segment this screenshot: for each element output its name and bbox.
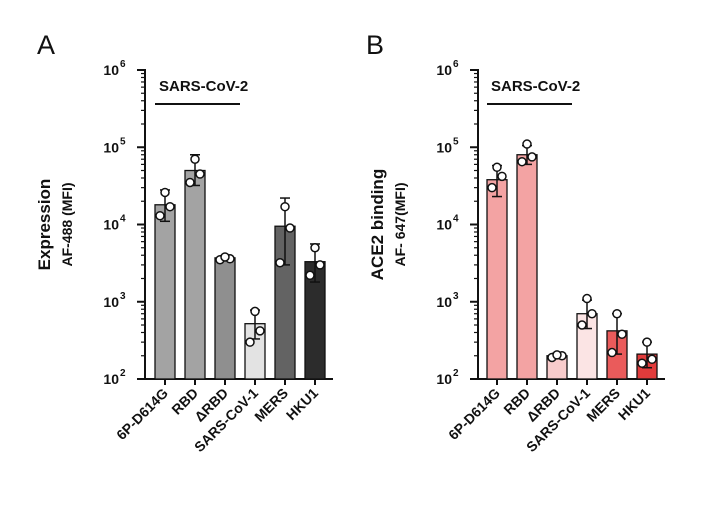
x-category-label: MERS	[251, 385, 291, 425]
data-point	[637, 358, 647, 368]
data-point	[220, 252, 230, 262]
data-point	[155, 210, 165, 221]
y-tick-label: 10	[436, 294, 452, 310]
y-tick-exponent: 4	[120, 214, 126, 225]
y-tick-label: 10	[436, 217, 452, 233]
bracket-label: SARS-CoV-2	[159, 78, 248, 95]
y-tick-exponent: 3	[453, 291, 459, 302]
x-category-label: HKU1	[615, 385, 653, 423]
y-tick-label: 10	[103, 217, 119, 233]
y-tick-label: 10	[436, 371, 452, 387]
y-tick-label: 10	[103, 294, 119, 310]
x-category-label: 6P-D614G	[113, 385, 171, 443]
bar	[486, 179, 508, 380]
y-tick-label: 10	[436, 62, 452, 78]
data-point	[642, 337, 652, 347]
y-tick-exponent: 2	[453, 368, 459, 379]
y-axis-title: Expression	[35, 179, 54, 271]
x-category-label: MERS	[583, 385, 623, 425]
y-axis-subtitle: AF- 647(MFI)	[392, 183, 408, 267]
data-point	[617, 329, 627, 339]
y-tick-label: 10	[103, 62, 119, 78]
data-point	[185, 177, 195, 188]
data-point	[315, 260, 325, 270]
data-point	[310, 243, 320, 253]
data-point	[160, 187, 170, 198]
data-point	[165, 201, 175, 212]
bracket-label: SARS-CoV-2	[491, 78, 580, 95]
data-point	[487, 182, 497, 193]
data-point	[195, 169, 205, 179]
y-tick-exponent: 5	[120, 136, 126, 147]
data-point	[527, 152, 537, 162]
data-point	[647, 354, 657, 365]
y-tick-exponent: 5	[453, 136, 459, 147]
x-category-label: 6P-D614G	[445, 385, 503, 443]
panel-letter: B	[366, 30, 384, 60]
y-tick-exponent: 6	[120, 59, 126, 70]
data-point	[497, 171, 507, 182]
x-category-label: HKU1	[283, 385, 321, 423]
y-tick-label: 10	[436, 139, 452, 155]
panel-letter: A	[37, 30, 55, 60]
data-point	[522, 139, 532, 149]
data-point	[552, 350, 562, 360]
data-point	[275, 257, 285, 268]
data-point	[492, 162, 502, 173]
y-tick-exponent: 3	[120, 291, 126, 302]
bar	[214, 257, 236, 380]
data-point	[577, 320, 587, 330]
data-point	[587, 308, 597, 319]
data-point	[245, 337, 255, 347]
bar	[154, 204, 176, 380]
data-point	[285, 223, 295, 233]
y-tick-label: 10	[103, 139, 119, 155]
data-point	[250, 306, 260, 317]
data-point	[607, 347, 617, 358]
data-point	[305, 270, 315, 281]
data-point	[582, 293, 592, 304]
data-point	[612, 308, 622, 319]
y-tick-exponent: 6	[453, 59, 459, 70]
y-tick-label: 10	[103, 371, 119, 387]
data-point	[190, 154, 200, 164]
data-point	[517, 156, 527, 167]
data-point	[280, 201, 290, 212]
bar	[516, 154, 538, 380]
data-point	[255, 326, 265, 336]
y-axis-subtitle: AF-488 (MFI)	[59, 183, 75, 267]
y-axis-title: ACE2 binding	[368, 169, 387, 280]
y-tick-exponent: 4	[453, 214, 459, 225]
bar	[184, 169, 206, 380]
y-tick-exponent: 2	[120, 368, 126, 379]
